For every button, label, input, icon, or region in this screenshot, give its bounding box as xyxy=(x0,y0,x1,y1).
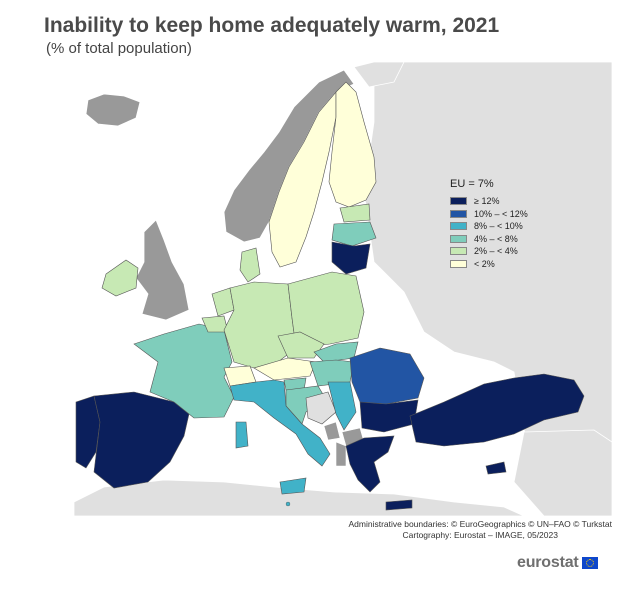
legend-label: 8% – < 10% xyxy=(474,221,523,232)
legend-label: 4% – < 8% xyxy=(474,233,518,244)
country-romania xyxy=(349,347,425,405)
legend-label: 10% – < 12% xyxy=(474,208,528,219)
country-latvia xyxy=(331,221,377,247)
legend-item: ≥ 12% xyxy=(450,195,528,208)
legend-item: 8% – < 10% xyxy=(450,220,528,233)
legend-label: 2% – < 4% xyxy=(474,246,518,257)
country-sweden xyxy=(268,91,337,268)
country-finland xyxy=(328,81,377,208)
country-bulgaria xyxy=(359,399,419,433)
country-ireland xyxy=(101,259,139,297)
country-estonia xyxy=(339,203,371,223)
legend-title: EU = 7% xyxy=(450,178,494,190)
country-slovakia xyxy=(313,341,359,363)
country-italy xyxy=(229,379,331,467)
map-subtitle: (% of total population) xyxy=(46,40,192,57)
credits-boundaries: Administrative boundaries: © EuroGeograp… xyxy=(348,519,612,529)
legend-swatch xyxy=(450,259,467,268)
legend-swatch xyxy=(450,197,467,206)
map-credits: Administrative boundaries: © EuroGeograp… xyxy=(348,519,612,541)
country-poland xyxy=(287,271,365,349)
europe-map xyxy=(74,62,612,516)
country-malta xyxy=(285,501,291,507)
eurostat-logo: eurostat xyxy=(517,554,598,572)
legend-item: 10% – < 12% xyxy=(450,208,528,221)
country-serbia xyxy=(327,381,357,431)
country-bosnia xyxy=(305,391,337,425)
country-cyprus xyxy=(485,461,507,475)
logo-text: eurostat xyxy=(517,554,579,571)
country-sardinia xyxy=(235,421,249,449)
country-denmark xyxy=(239,247,261,283)
country-crete xyxy=(385,499,413,511)
legend-swatch xyxy=(450,222,467,231)
eu-flag-icon xyxy=(581,557,598,569)
legend-swatch xyxy=(450,247,467,256)
country-greece xyxy=(345,435,395,493)
legend-label: ≥ 12% xyxy=(474,196,500,207)
map-legend: EU = 7% ≥ 12% 10% – < 12% 8% – < 10% 4% … xyxy=(450,178,528,270)
legend-item: < 2% xyxy=(450,258,528,271)
credits-cartography: Cartography: Eurostat – IMAGE, 05/2023 xyxy=(402,530,558,540)
country-albania xyxy=(335,441,347,467)
country-uk xyxy=(135,219,190,321)
country-germany xyxy=(223,281,297,369)
legend-swatch xyxy=(450,209,467,218)
legend-item: 4% – < 8% xyxy=(450,233,528,246)
country-spain xyxy=(93,391,190,489)
country-sicily xyxy=(279,477,307,495)
country-lithuania xyxy=(331,241,371,275)
legend-swatch xyxy=(450,234,467,243)
country-montenegro xyxy=(323,421,341,441)
map-title: Inability to keep home adequately warm, … xyxy=(44,14,500,37)
country-turkey xyxy=(409,373,585,447)
country-iceland xyxy=(85,93,141,127)
legend-item: 2% – < 4% xyxy=(450,245,528,258)
legend-label: < 2% xyxy=(474,258,495,269)
